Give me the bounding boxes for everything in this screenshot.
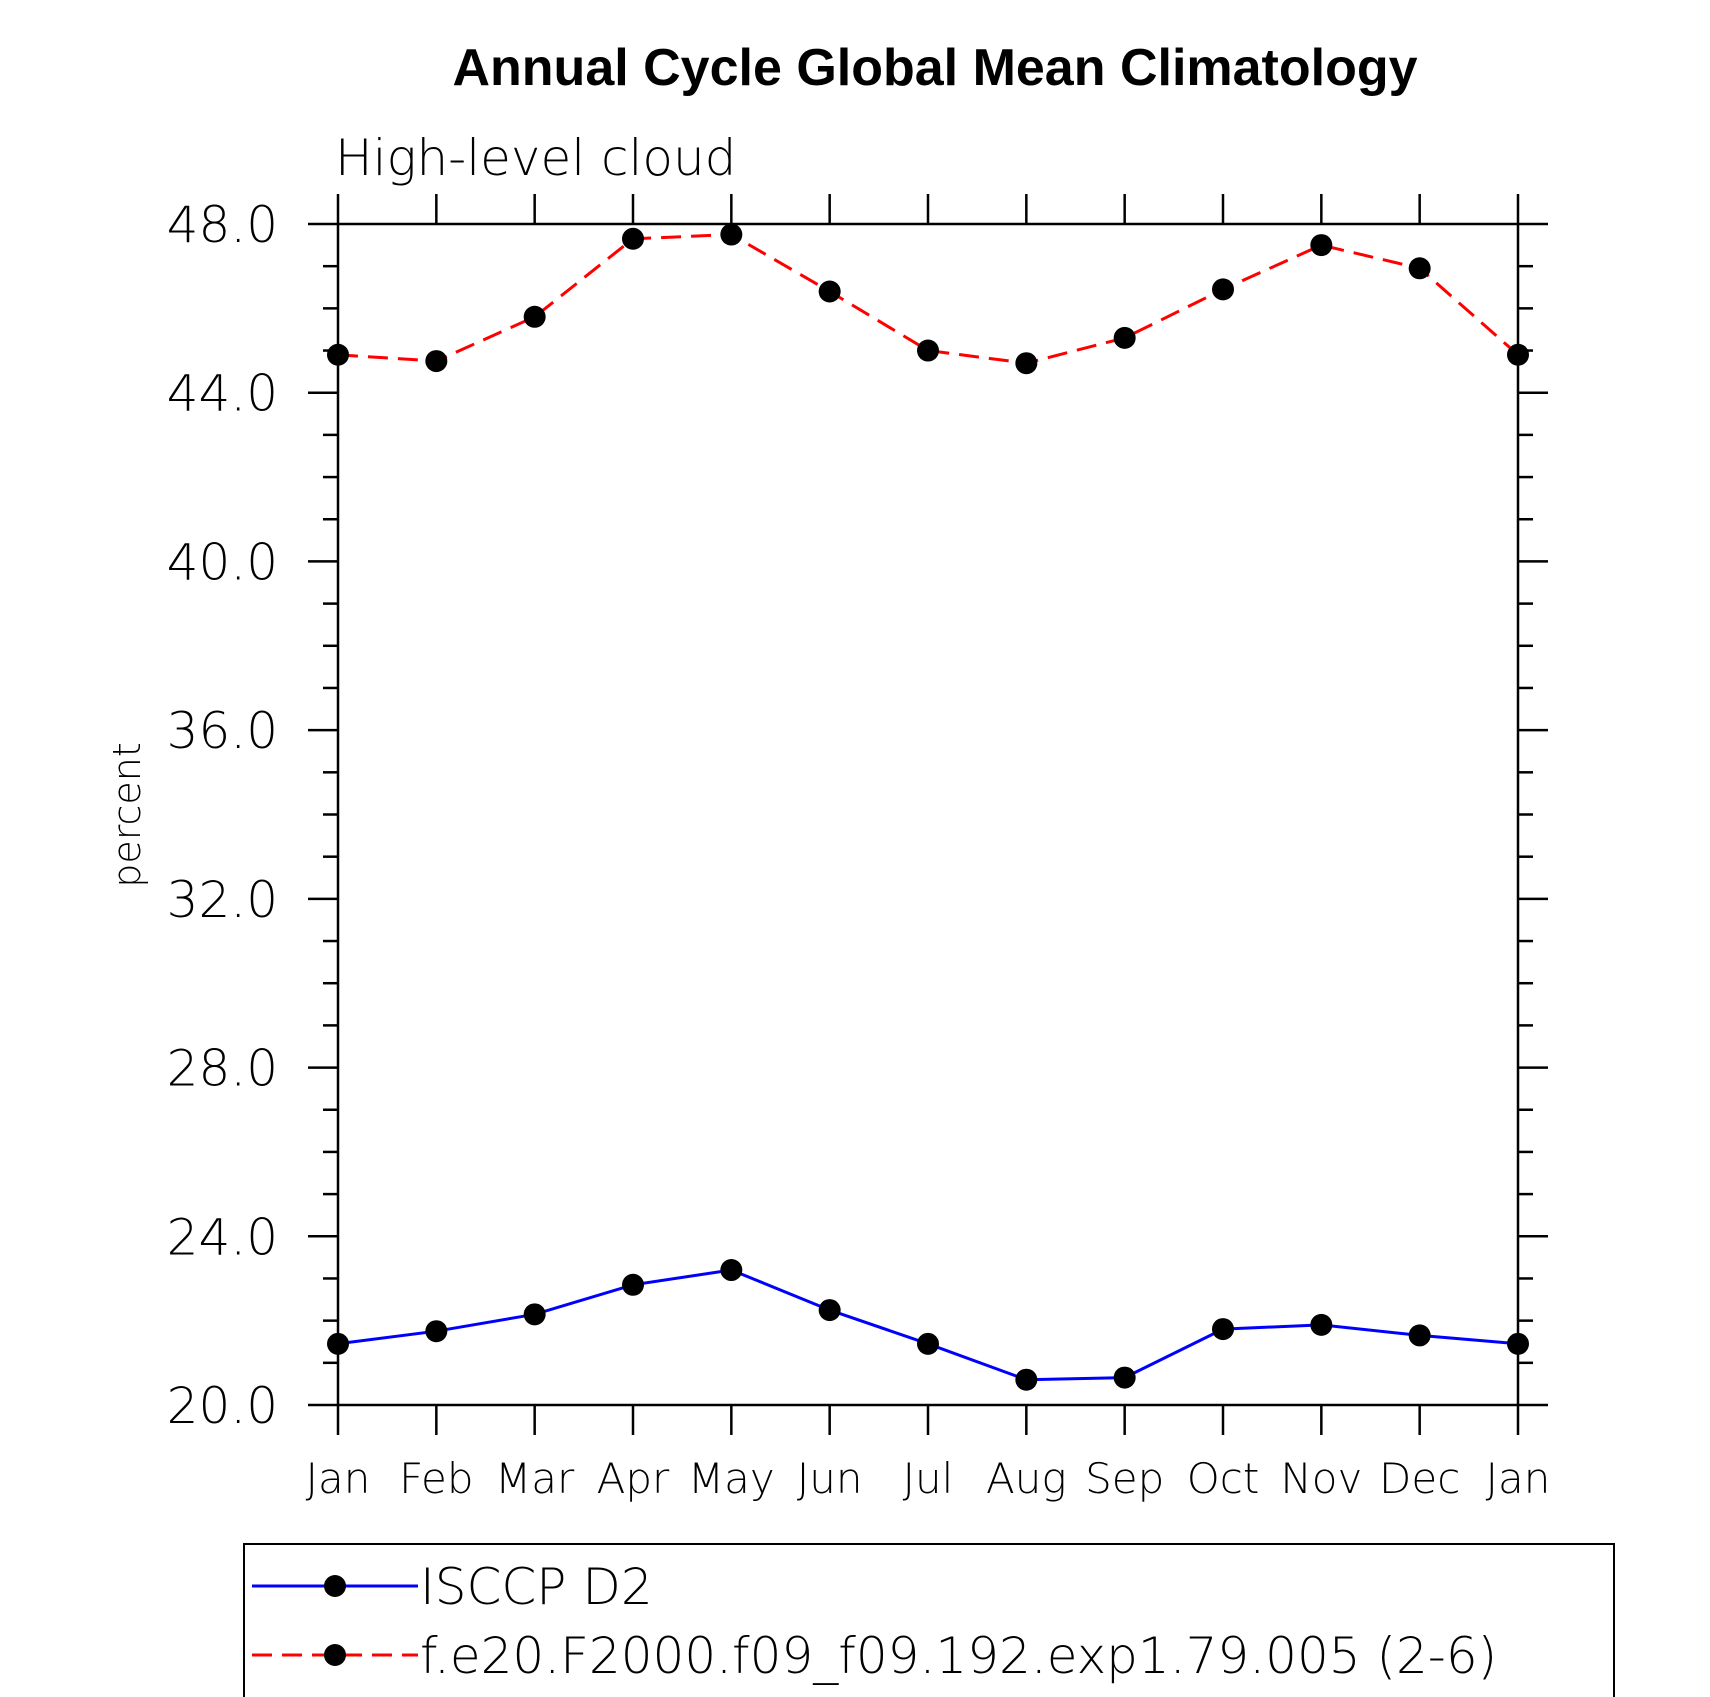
y-tick-label: 20.0	[167, 1377, 278, 1435]
y-tick-label: 28.0	[167, 1040, 278, 1098]
x-tick-label: Jan	[306, 1454, 371, 1503]
y-tick-label: 48.0	[167, 196, 278, 254]
legend-marker-model	[324, 1644, 346, 1666]
data-point-0	[622, 1273, 644, 1296]
legend-marker-isccp	[324, 1575, 346, 1597]
data-point-1	[917, 339, 939, 362]
y-tick-label: 36.0	[167, 702, 278, 760]
x-tick-label: Dec	[1379, 1454, 1460, 1503]
y-tick-label: 24.0	[167, 1208, 278, 1266]
x-tick-label: Jan	[1486, 1454, 1551, 1503]
data-point-0	[917, 1332, 939, 1355]
data-point-0	[720, 1259, 743, 1282]
data-point-1	[1113, 326, 1136, 349]
y-axis-label: percent	[105, 742, 149, 888]
y-tick-label: 32.0	[167, 871, 278, 929]
data-point-0	[523, 1303, 546, 1326]
x-tick-labels: Jan Feb Mar Apr May Jun Jul Aug Sep Oct Nov Dec Jan	[306, 1454, 1551, 1503]
axis-ticks	[308, 194, 1548, 1435]
legend-box	[243, 1543, 1615, 1697]
x-tick-label: Mar	[495, 1454, 575, 1503]
data-point-1	[1408, 257, 1431, 280]
data-point-1	[523, 305, 546, 328]
legend-label-isccp: ISCCP D2	[420, 1558, 653, 1616]
x-tick-label: Feb	[399, 1454, 473, 1503]
data-point-0	[1507, 1332, 1529, 1355]
series-line-0	[337, 1268, 1519, 1382]
data-point-0	[1310, 1313, 1333, 1336]
data-point-1	[818, 280, 841, 303]
legend-label-model: f.e20.F2000.f09_f09.192.exp1.79.005 (2-6…	[420, 1627, 1497, 1685]
data-point-0	[1212, 1318, 1234, 1341]
data-point-1	[1015, 352, 1038, 375]
chart-title: Annual Cycle Global Mean Climatology	[452, 39, 1417, 97]
x-tick-label: Nov	[1280, 1454, 1362, 1503]
y-tick-label: 40.0	[167, 533, 278, 591]
data-point-0	[425, 1320, 448, 1343]
data-point-0	[1408, 1324, 1431, 1347]
data-point-1	[1310, 234, 1333, 257]
x-tick-label: Apr	[597, 1454, 670, 1503]
data-point-0	[818, 1299, 841, 1322]
plot-frame	[336, 222, 1520, 1407]
legend: ISCCP D2 f.e20.F2000.f09_f09.192.exp1.79…	[243, 1543, 1615, 1697]
data-point-1	[327, 343, 349, 366]
data-point-1	[1507, 343, 1529, 366]
x-tick-label: Sep	[1085, 1454, 1164, 1503]
data-point-1	[425, 350, 448, 373]
x-tick-label: Oct	[1187, 1454, 1260, 1503]
data-point-1	[1212, 278, 1234, 301]
data-point-1	[720, 223, 743, 246]
x-tick-label: Jul	[903, 1454, 954, 1503]
x-tick-label: Aug	[986, 1454, 1067, 1503]
y-tick-label: 44.0	[167, 365, 278, 423]
data-point-1	[622, 227, 644, 250]
data-point-0	[1113, 1366, 1136, 1389]
x-tick-label: May	[688, 1454, 775, 1503]
series-layer	[327, 223, 1529, 1391]
chart-subtitle: High-level cloud	[335, 129, 736, 187]
data-point-0	[327, 1332, 349, 1355]
x-tick-label: Jun	[797, 1454, 863, 1503]
data-point-0	[1015, 1368, 1038, 1391]
y-tick-labels: 20.0 24.0 28.0 32.0 36.0 40.0 44.0 48.0	[167, 196, 278, 1435]
